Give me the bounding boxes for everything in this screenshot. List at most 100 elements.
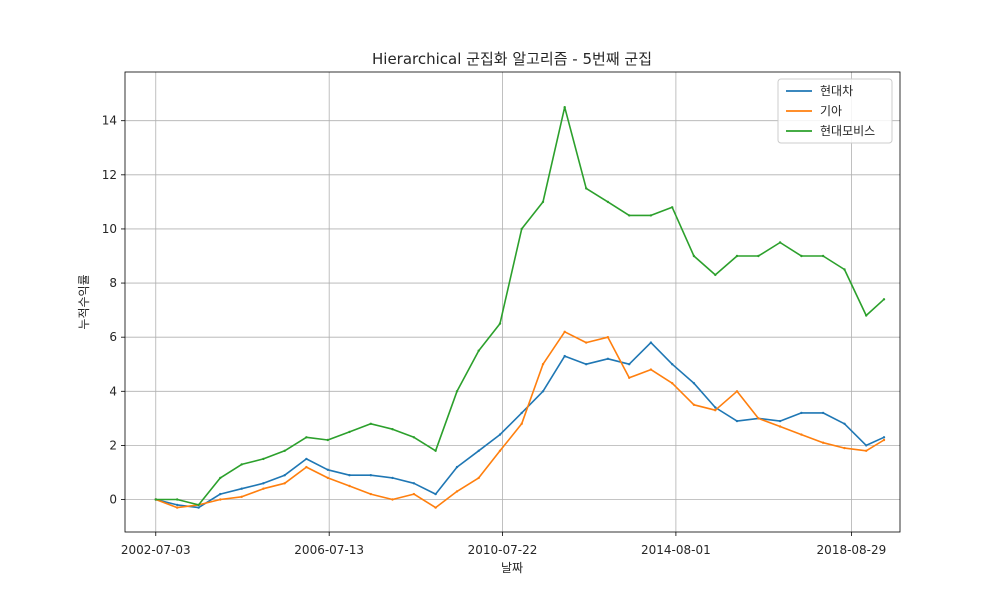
data-point — [671, 382, 674, 385]
data-point — [520, 422, 523, 425]
data-point — [283, 474, 286, 477]
data-point — [563, 330, 566, 333]
x-tick-label: 2018-08-29 — [817, 543, 887, 557]
data-point — [348, 484, 351, 488]
data-point — [628, 214, 631, 217]
data-point — [735, 390, 739, 393]
data-point — [240, 463, 243, 466]
data-point — [520, 227, 523, 231]
data-point — [628, 363, 631, 366]
data-point — [305, 457, 308, 461]
axis-ticks: 2002-07-03 2006-07-13 2010-07-22 2014-08-01… — [102, 114, 887, 557]
y-tick-label: 12 — [102, 168, 117, 182]
data-point — [778, 425, 782, 428]
legend-box — [777, 78, 893, 144]
data-point — [865, 449, 868, 452]
data-point — [628, 376, 631, 379]
x-tick-label: 2002-07-03 — [121, 543, 191, 557]
data-point — [714, 406, 717, 409]
data-point — [821, 254, 825, 258]
data-point — [283, 482, 286, 485]
data-point — [671, 206, 674, 209]
data-point — [477, 476, 480, 480]
data-point — [219, 492, 222, 496]
data-point — [585, 187, 588, 190]
data-point — [326, 438, 329, 442]
legend-label-1: 기아 — [820, 104, 842, 118]
data-point — [326, 476, 329, 480]
data-point — [455, 465, 459, 469]
series-lines — [154, 106, 886, 509]
data-point — [865, 444, 868, 447]
data-point — [520, 411, 523, 415]
data-point — [757, 254, 760, 258]
data-point — [176, 506, 179, 509]
data-point — [197, 506, 200, 509]
x-tick-label: 2006-07-13 — [294, 543, 364, 557]
data-point — [692, 403, 696, 406]
y-axis-label: 누적수익률 — [77, 274, 91, 329]
data-point — [735, 419, 739, 423]
legend-label-2: 현대모비스 — [820, 124, 875, 138]
x-tick-label: 2014-08-01 — [641, 543, 711, 557]
data-point — [262, 482, 265, 485]
y-tick-label: 2 — [109, 438, 117, 452]
data-point — [585, 363, 588, 366]
data-point — [714, 409, 717, 412]
data-point — [800, 411, 803, 415]
data-point — [692, 254, 696, 258]
data-point — [434, 492, 437, 496]
data-point — [585, 341, 588, 344]
x-tick-label: 2010-07-22 — [468, 543, 538, 557]
data-point — [498, 433, 502, 436]
data-point — [412, 492, 416, 496]
data-point — [455, 390, 459, 393]
data-point — [692, 382, 696, 385]
data-point — [240, 495, 243, 498]
data-point — [800, 254, 803, 258]
data-point — [391, 498, 394, 501]
data-point — [541, 200, 545, 204]
data-point — [477, 349, 480, 352]
data-point — [714, 273, 717, 277]
y-tick-label: 4 — [109, 384, 117, 398]
data-point — [800, 433, 803, 436]
data-point — [671, 363, 674, 366]
data-point — [455, 490, 459, 493]
data-point — [369, 492, 372, 496]
data-point — [843, 268, 846, 271]
data-point — [735, 254, 739, 258]
data-point — [843, 422, 846, 425]
data-point — [369, 474, 372, 477]
data-point — [649, 368, 653, 371]
data-point — [563, 106, 566, 109]
plot-frame — [124, 71, 901, 533]
data-point — [240, 487, 243, 490]
data-point — [498, 322, 502, 325]
data-point — [176, 498, 179, 501]
data-point — [649, 341, 653, 344]
data-point — [412, 482, 416, 485]
data-point — [757, 417, 760, 420]
data-point — [882, 436, 886, 439]
data-point — [412, 436, 416, 439]
data-point — [176, 503, 179, 507]
y-tick-label: 10 — [102, 222, 117, 236]
data-point — [434, 506, 437, 509]
legend-label-0: 현대차 — [820, 84, 853, 98]
data-point — [606, 336, 610, 339]
data-point — [882, 438, 886, 442]
grid-lines — [125, 72, 900, 532]
data-point — [541, 390, 545, 393]
data-point — [843, 446, 846, 450]
data-point — [778, 241, 782, 244]
x-axis-label: 날짜 — [501, 561, 523, 575]
data-point — [563, 354, 566, 358]
data-point — [434, 449, 437, 452]
data-point — [606, 357, 610, 360]
data-point — [606, 200, 610, 204]
data-point — [882, 298, 886, 301]
